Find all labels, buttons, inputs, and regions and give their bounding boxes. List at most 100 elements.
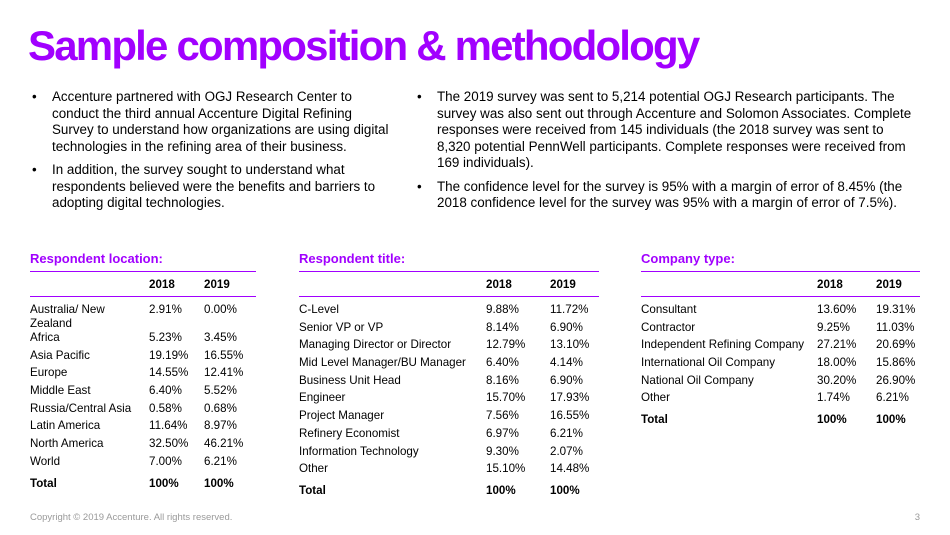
row-label: Information Technology [299,444,419,458]
value-2019: 46.21% [204,437,244,451]
value-2018: 0.58% [149,401,182,415]
right-bullet-list: • The 2019 survey was sent to 5,214 poten… [415,89,915,219]
value-2019: 17.93% [550,391,590,405]
page-number: 3 [914,512,920,523]
table-row: Senior VP or VP 8.14% 6.90% [299,321,599,339]
table-title: Respondent location: [30,251,163,266]
bullet-item: • The 2019 survey was sent to 5,214 poten… [415,89,915,172]
value-2019: 11.03% [876,320,915,334]
copyright-footer: Copyright © 2019 Accenture. All rights r… [30,512,233,523]
row-label: Middle East [30,384,91,398]
table-row: Contractor 9.25% 11.03% [641,321,920,339]
table-row: Russia/Central Asia 0.58% 0.68% [30,402,256,420]
table-title: Respondent title: [299,251,406,266]
table-row: Engineer 15.70% 17.93% [299,391,599,409]
table-row: Project Manager 7.56% 16.55% [299,409,599,427]
table-rule [641,296,920,297]
value-2019: 12.41% [204,366,244,380]
row-label: Australia/ New Zealand [30,303,105,330]
row-label: Other [641,391,670,405]
table-body: Consultant 13.60% 19.31% Contractor 9.25% 11.… [641,297,920,431]
value-2019: 11.72% [550,303,589,316]
value-2019: 6.21% [204,454,237,468]
table-header-row: 2018 2019 [641,272,920,296]
row-label: Total [30,476,57,490]
row-label: Consultant [641,303,697,316]
row-label: Africa [30,331,60,344]
table-row: International Oil Company 18.00% 15.86% [641,356,920,374]
header-2019: 2019 [550,277,576,291]
table-body: Australia/ New Zealand 2.91% 0.00% Africa 5.… [30,297,256,494]
page-title: Sample composition & methodology [28,22,700,69]
value-2018: 7.00% [149,454,182,468]
table-rule [641,271,920,272]
value-2018: 11.64% [149,419,188,433]
value-2018: 32.50% [149,437,189,451]
value-2019: 100% [550,483,580,497]
bullet-item: • In addition, the survey sought to under… [30,162,390,212]
bullet-text: Accenture partnered with OGJ Research Ce… [52,89,389,154]
value-2019: 15.86% [876,356,916,370]
left-bullet-list: • Accenture partnered with OGJ Research C… [30,89,390,219]
table-row: Refinery Economist 6.97% 6.21% [299,427,599,445]
value-2018: 8.16% [486,373,519,387]
value-2019: 26.90% [876,373,916,387]
value-2019: 6.90% [550,373,583,387]
row-label: Latin America [30,419,101,433]
bullet-text: The 2019 survey was sent to 5,214 potent… [437,89,912,170]
value-2019: 6.90% [550,320,583,334]
value-2018: 12.79% [486,338,526,352]
bullet-dot: • [417,178,422,194]
value-2018: 6.97% [486,426,519,440]
value-2018: 9.30% [486,444,519,458]
value-2019: 19.31% [876,303,916,316]
table-row: Australia/ New Zealand 2.91% 0.00% [30,303,256,331]
row-label: International Oil Company [641,356,776,370]
value-2018: 1.74% [817,391,850,405]
value-2019: 2.07% [550,444,583,458]
table-row: Latin America 11.64% 8.97% [30,419,256,437]
bullet-text: The confidence level for the survey is 9… [437,178,903,211]
table-row: Asia Pacific 19.19% 16.55% [30,349,256,367]
table-row: Business Unit Head 8.16% 6.90% [299,374,599,392]
row-label: World [30,454,61,468]
table-row: National Oil Company 30.20% 26.90% [641,374,920,392]
table-total-row: Total 100% 100% [641,413,920,431]
bullet-item: • Accenture partnered with OGJ Research C… [30,89,390,155]
value-2019: 6.21% [876,391,909,405]
value-2019: 0.68% [204,401,237,415]
row-label: Europe [30,366,68,380]
company-type-table: Company type: 2018 2019 Consultant 13.60%… [641,251,920,431]
respondent-title-table: Respondent title: 2018 2019 C-Level 9.88%… [299,251,599,502]
table-header-row: 2018 2019 [299,272,599,296]
value-2018: 19.19% [149,348,189,362]
row-label: C-Level [299,303,339,316]
row-label: Other [299,462,328,476]
table-row: Independent Refining Company 27.21% 20.69% [641,338,920,356]
value-2018: 6.40% [486,356,519,370]
table-title: Company type: [641,251,735,266]
table-row: Managing Director or Director 12.79% 13.10… [299,338,599,356]
row-label: Mid Level Manager/BU Manager [299,356,466,370]
value-2018: 8.14% [486,320,519,334]
value-2018: 27.21% [817,338,857,352]
value-2018: 100% [149,476,179,490]
row-label: National Oil Company [641,373,754,387]
table-row: Information Technology 9.30% 2.07% [299,445,599,463]
table-rule [30,296,256,297]
value-2018: 6.40% [149,384,182,398]
table-row: Other 15.10% 14.48% [299,462,599,480]
value-2018: 5.23% [149,331,182,344]
bullet-dot: • [32,89,37,104]
value-2018: 100% [486,483,516,497]
value-2019: 4.14% [550,356,583,370]
table-row: Africa 5.23% 3.45% [30,331,256,349]
value-2018: 18.00% [817,356,857,370]
value-2018: 7.56% [486,409,519,423]
row-label: Project Manager [299,409,385,423]
table-total-row: Total 100% 100% [30,477,256,495]
value-2018: 15.70% [486,391,526,405]
value-2018: 9.25% [817,320,850,334]
row-label: Engineer [299,391,346,405]
row-label: Refinery Economist [299,426,400,440]
